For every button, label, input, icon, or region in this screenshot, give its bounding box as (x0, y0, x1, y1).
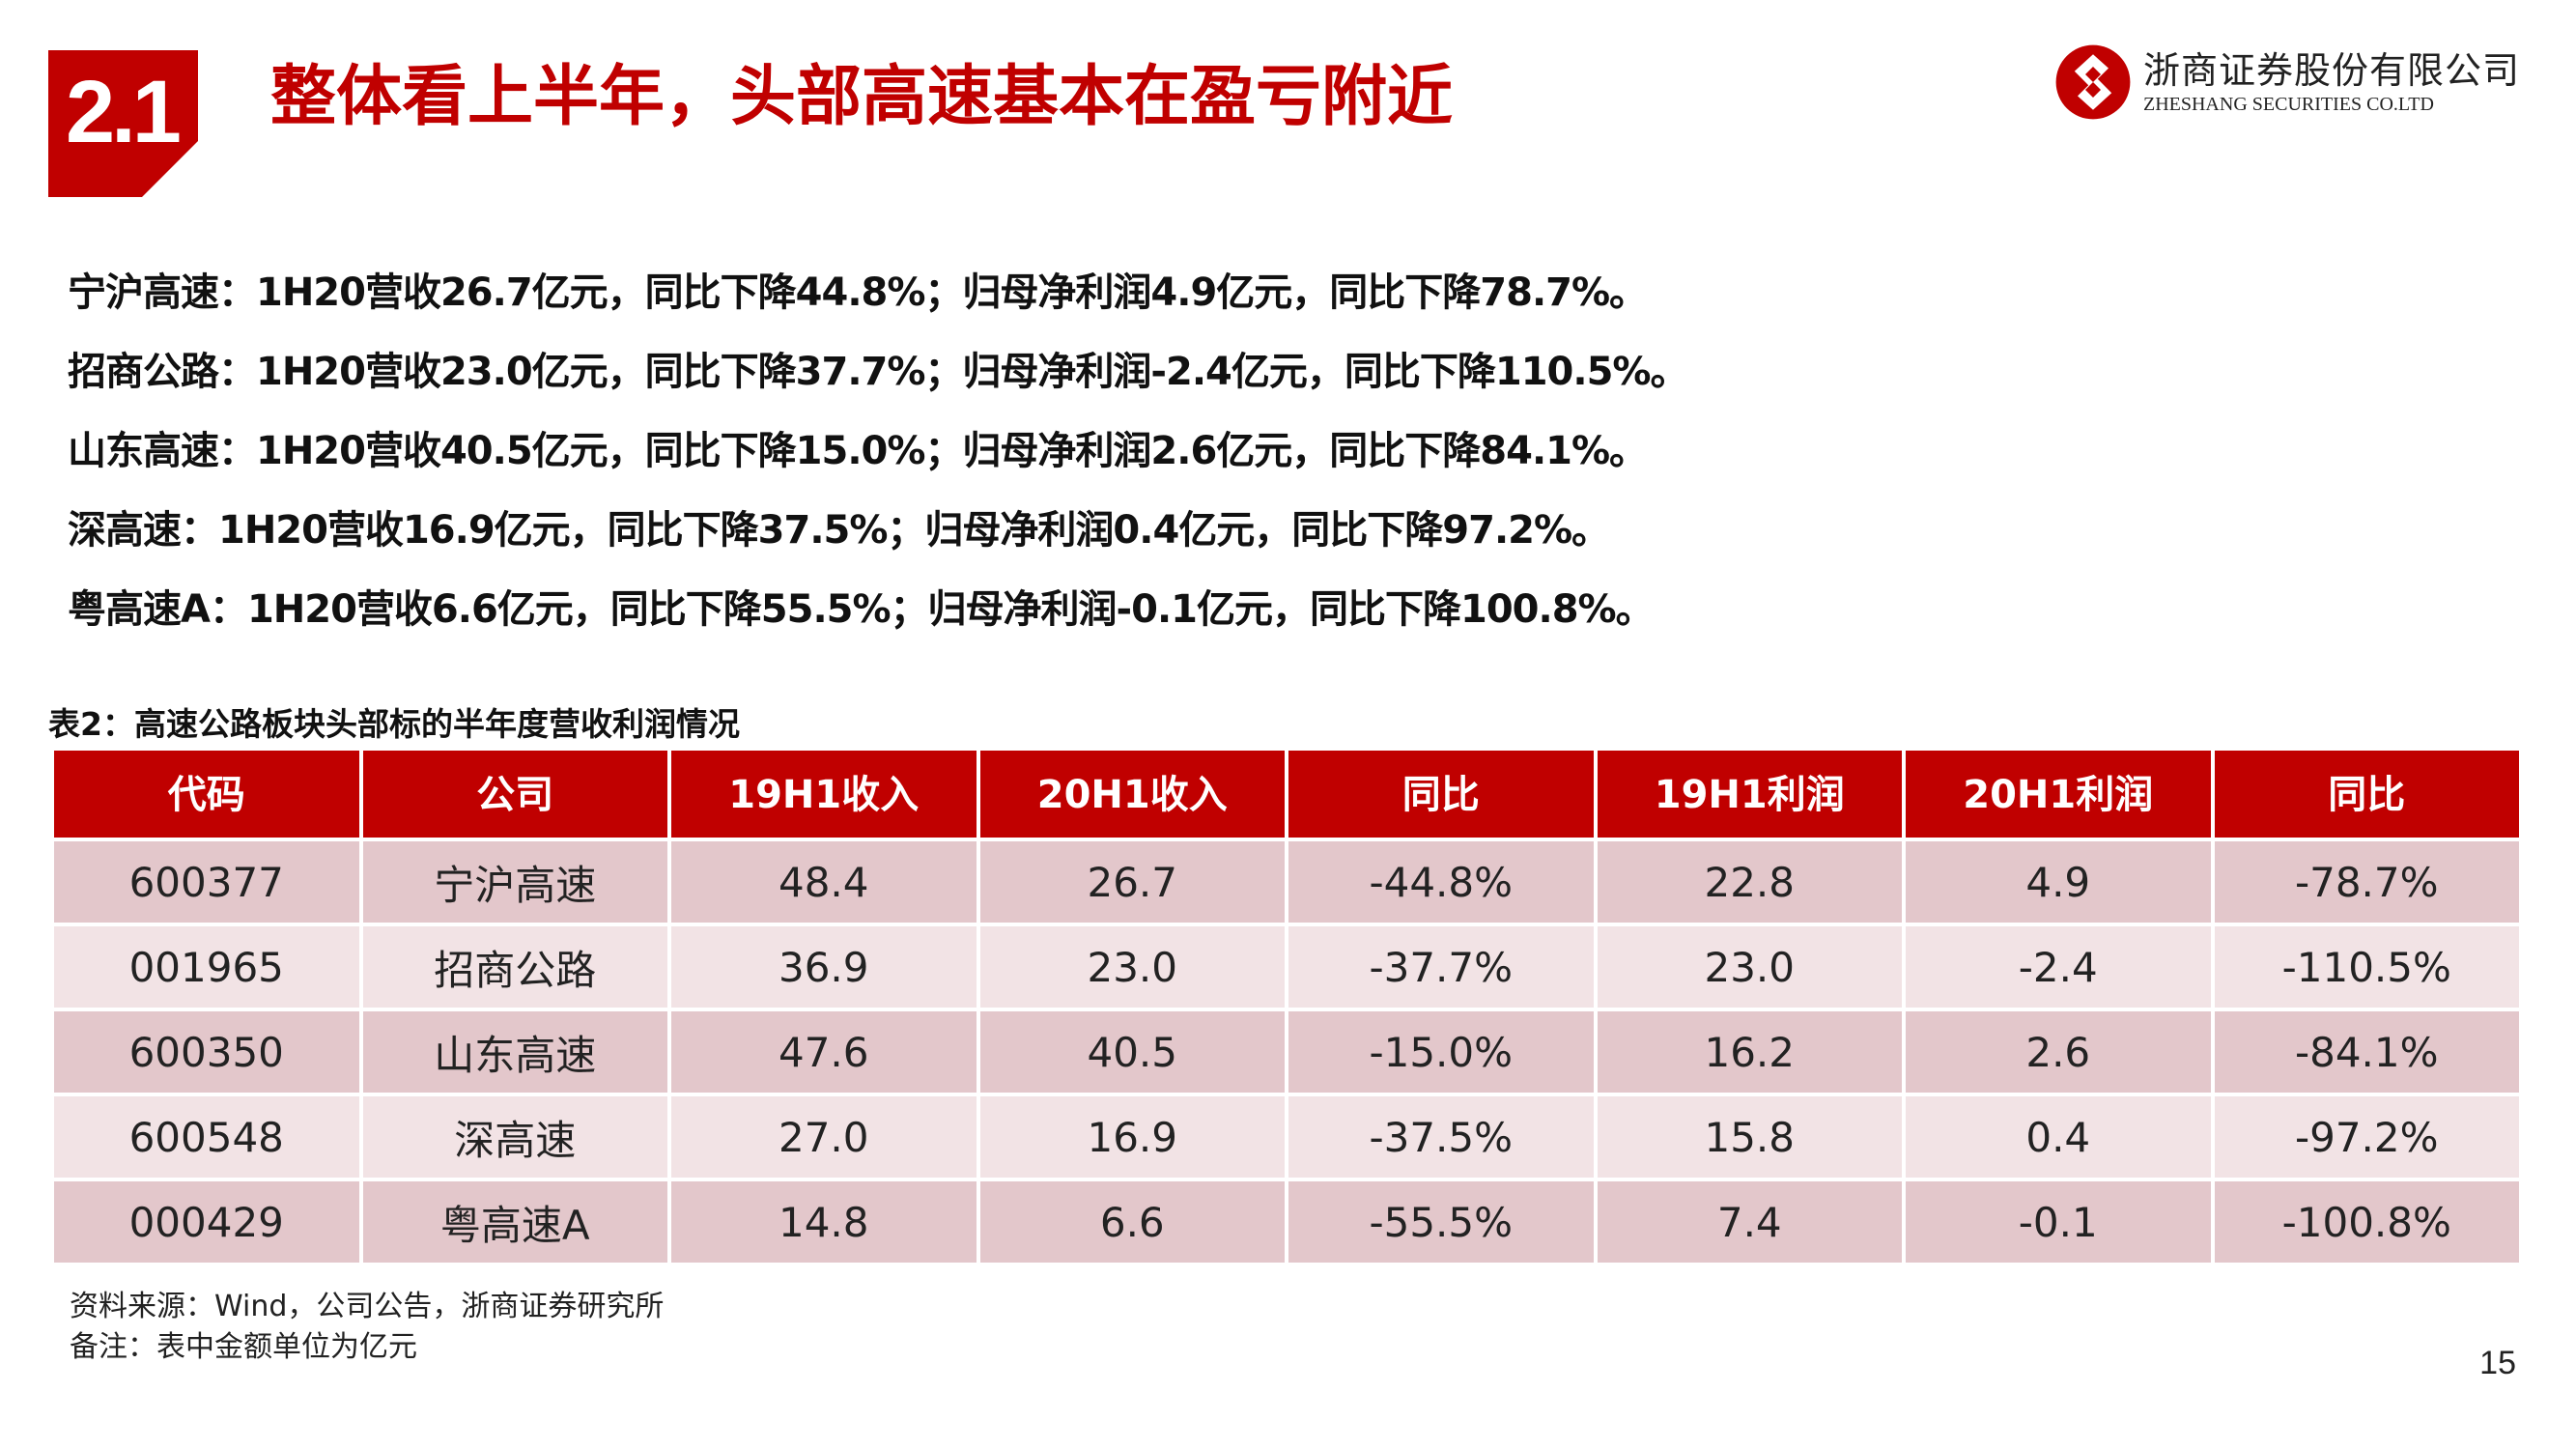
table-cell: 粤高速A (362, 1181, 667, 1263)
column-header-company: 公司 (362, 751, 667, 838)
summary-line: 山东高速：1H20营收40.5亿元，同比下降15.0%；归母净利润2.6亿元，同… (68, 429, 1648, 473)
table-cell: 26.7 (979, 841, 1285, 923)
table-cell: -37.5% (1288, 1096, 1594, 1178)
brand: 浙商证券股份有限公司 ZHESHANG SECURITIES CO.LTD (2054, 39, 2520, 126)
column-header-revenue-yoy: 同比 (1288, 751, 1594, 838)
table-cell: -100.8% (2214, 1181, 2519, 1263)
summary-list: 宁沪高速：1H20营收26.7亿元，同比下降44.8%；归母净利润4.9亿元，同… (68, 253, 1999, 649)
table-cell: 600377 (54, 841, 359, 923)
table-cell: -84.1% (2214, 1011, 2519, 1093)
table-cell: 36.9 (671, 926, 977, 1008)
brand-text: 浙商证券股份有限公司 ZHESHANG SECURITIES CO.LTD (2143, 48, 2520, 116)
column-header-19h1-profit: 19H1利润 (1597, 751, 1902, 838)
table-cell: 27.0 (671, 1096, 977, 1178)
table-cell: 0.4 (1906, 1096, 2211, 1178)
table-cell: 23.0 (1597, 926, 1902, 1008)
table-cell: 宁沪高速 (362, 841, 667, 923)
section-badge: 2.1 (48, 50, 198, 197)
table-cell: 23.0 (979, 926, 1285, 1008)
table-cell: -15.0% (1288, 1011, 1594, 1093)
table-cell: 47.6 (671, 1011, 977, 1093)
table-cell: 600548 (54, 1096, 359, 1178)
table-cell: 4.9 (1906, 841, 2211, 923)
badge-corner-cut (142, 141, 198, 197)
table-header-row: 代码 公司 19H1收入 20H1收入 同比 19H1利润 20H1利润 同比 (54, 751, 2519, 838)
table-cell: -44.8% (1288, 841, 1594, 923)
table-row: 600350 山东高速 47.6 40.5 -15.0% 16.2 2.6 -8… (54, 1011, 2519, 1093)
table-cell: 15.8 (1597, 1096, 1902, 1178)
footnotes: 资料来源：Wind，公司公告，浙商证券研究所 备注：表中金额单位为亿元 (70, 1287, 664, 1368)
table-cell: 40.5 (979, 1011, 1285, 1093)
table-row: 600377 宁沪高速 48.4 26.7 -44.8% 22.8 4.9 -7… (54, 841, 2519, 923)
revenue-profit-table: 代码 公司 19H1收入 20H1收入 同比 19H1利润 20H1利润 同比 … (50, 747, 2523, 1266)
column-header-20h1-profit: 20H1利润 (1906, 751, 2211, 838)
page-title: 整体看上半年，头部高速基本在盈亏附近 (270, 59, 1454, 135)
table-row: 600548 深高速 27.0 16.9 -37.5% 15.8 0.4 -97… (54, 1096, 2519, 1178)
table-cell: 600350 (54, 1011, 359, 1093)
table-cell: 001965 (54, 926, 359, 1008)
page-number: 15 (2479, 1345, 2516, 1381)
brand-name-en: ZHESHANG SECURITIES CO.LTD (2142, 94, 2434, 115)
table-cell: 2.6 (1906, 1011, 2211, 1093)
table-row: 000429 粤高速A 14.8 6.6 -55.5% 7.4 -0.1 -10… (54, 1181, 2519, 1263)
table-caption: 表2：高速公路板块头部标的半年度营收利润情况 (48, 705, 740, 743)
table-cell: -78.7% (2214, 841, 2519, 923)
table-cell: -2.4 (1906, 926, 2211, 1008)
summary-line: 粤高速A：1H20营收6.6亿元，同比下降55.5%；归母净利润-0.1亿元，同… (68, 587, 1655, 632)
table-cell: 山东高速 (362, 1011, 667, 1093)
table-row: 001965 招商公路 36.9 23.0 -37.7% 23.0 -2.4 -… (54, 926, 2519, 1008)
table-cell: -110.5% (2214, 926, 2519, 1008)
table-cell: -0.1 (1906, 1181, 2211, 1263)
table-cell: -37.7% (1288, 926, 1594, 1008)
column-header-profit-yoy: 同比 (2214, 751, 2519, 838)
table-cell: 深高速 (362, 1096, 667, 1178)
table-cell: 招商公路 (362, 926, 667, 1008)
table-cell: 22.8 (1597, 841, 1902, 923)
source-note: 资料来源：Wind，公司公告，浙商证券研究所 (70, 1290, 665, 1323)
table-cell: 7.4 (1597, 1181, 1902, 1263)
table-cell: -55.5% (1288, 1181, 1594, 1263)
column-header-code: 代码 (54, 751, 359, 838)
zheshang-logo-icon (2055, 44, 2131, 120)
column-header-20h1-revenue: 20H1收入 (979, 751, 1285, 838)
summary-line: 招商公路：1H20营收23.0亿元，同比下降37.7%；归母净利润-2.4亿元，… (68, 350, 1689, 394)
brand-name-cn: 浙商证券股份有限公司 (2142, 49, 2520, 92)
table-cell: -97.2% (2214, 1096, 2519, 1178)
table-cell: 16.9 (979, 1096, 1285, 1178)
summary-line: 深高速：1H20营收16.9亿元，同比下降37.5%；归母净利润0.4亿元，同比… (68, 508, 1610, 553)
summary-line: 宁沪高速：1H20营收26.7亿元，同比下降44.8%；归母净利润4.9亿元，同… (68, 270, 1648, 315)
table-cell: 48.4 (671, 841, 977, 923)
table-cell: 16.2 (1597, 1011, 1902, 1093)
table-cell: 14.8 (671, 1181, 977, 1263)
table-cell: 6.6 (979, 1181, 1285, 1263)
table-cell: 000429 (54, 1181, 359, 1263)
column-header-19h1-revenue: 19H1收入 (671, 751, 977, 838)
unit-note: 备注：表中金额单位为亿元 (70, 1330, 417, 1364)
